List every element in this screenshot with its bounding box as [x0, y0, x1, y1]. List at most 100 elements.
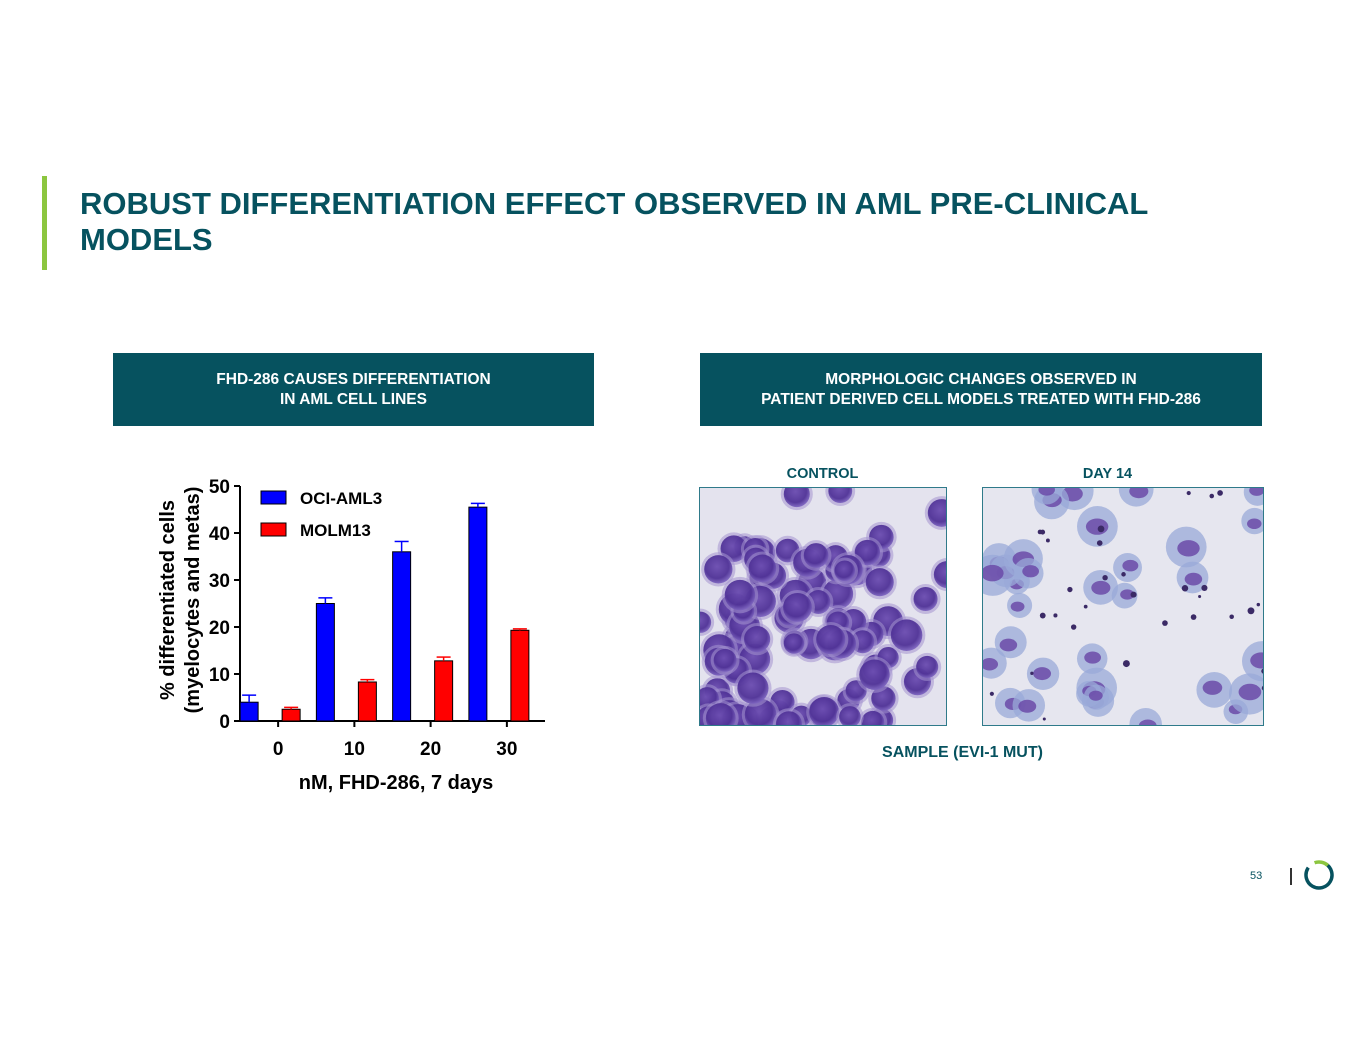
- bar-oci-aml3: [239, 701, 259, 722]
- cell-nucleus: [748, 554, 777, 583]
- legend-label-oci-aml3: OCI-AML3: [300, 489, 382, 508]
- chart-plot-area: 0 10 20 30 40 50 0 10 20 30 OCI-AML3 MOLM13 nM, FHD-…: [157, 477, 545, 794]
- cell-nucleus: [700, 611, 712, 633]
- debris-dot: [1053, 613, 1058, 618]
- cell-nucleus: [1120, 589, 1135, 600]
- debris-dot: [1067, 586, 1073, 593]
- cell-cytoplasm: [1129, 708, 1162, 725]
- cell-nucleus: [839, 706, 861, 725]
- debris-dot: [1030, 671, 1034, 675]
- debris-dot: [1181, 584, 1189, 592]
- debris-dot: [1070, 624, 1077, 630]
- cell-nucleus: [1088, 690, 1103, 701]
- bar-oci-aml3: [392, 551, 412, 722]
- debris-dot: [1247, 607, 1255, 615]
- cell-nucleus: [927, 499, 946, 527]
- y-axis-label-line2: (myelocytes and metas): [182, 487, 204, 714]
- right-panel-header-line2: PATIENT DERIVED CELL MODELS TREATED WITH…: [761, 390, 1201, 408]
- cell-nucleus: [1084, 651, 1102, 664]
- debris-dot: [1229, 614, 1234, 620]
- x-tick-label: 10: [344, 739, 365, 760]
- debris-dot: [1261, 668, 1263, 674]
- cell-nucleus: [890, 619, 923, 651]
- debris-dot: [1102, 574, 1108, 581]
- differentiation-bar-chart: 0 10 20 30 40 50 0 10 20 30 OCI-AML3 MOLM13 nM, FHD-…: [157, 477, 545, 794]
- bar-oci-aml3: [468, 506, 488, 722]
- x-tick-label: 0: [273, 739, 284, 760]
- y-tick-label: 10: [209, 665, 230, 686]
- legend-swatch-molm13: [260, 522, 287, 537]
- left-panel-header: FHD-286 CAUSES DIFFERENTIATION IN AML CE…: [113, 353, 594, 426]
- debris-dot: [1209, 493, 1215, 499]
- bar-molm13: [434, 660, 454, 722]
- cell-nucleus: [713, 648, 737, 672]
- cell-nucleus: [816, 624, 846, 655]
- day14-micrograph-image: [983, 488, 1263, 725]
- cell-nucleus: [1247, 518, 1262, 529]
- debris-dot: [1256, 602, 1261, 607]
- cell-nucleus: [737, 672, 769, 704]
- control-micrograph-image: [700, 488, 946, 725]
- y-tick-label: 50: [209, 477, 230, 498]
- debris-dot: [1122, 660, 1130, 668]
- y-tick-label: 20: [209, 618, 230, 639]
- cell-nucleus: [1202, 680, 1223, 695]
- cell-nucleus: [744, 626, 771, 653]
- cell-nucleus: [861, 710, 885, 725]
- y-tick-label: 30: [209, 571, 230, 592]
- debris-dot: [1201, 584, 1208, 591]
- cell-nucleus: [1122, 559, 1139, 572]
- cell-nucleus: [859, 659, 890, 690]
- debris-dot: [1039, 612, 1046, 619]
- bar-oci-aml3: [315, 603, 335, 722]
- debris-dot: [1096, 540, 1103, 546]
- cell-nucleus: [834, 560, 855, 582]
- cell-nucleus: [1033, 667, 1052, 681]
- debris-dot: [1130, 591, 1137, 598]
- cell-nucleus: [705, 703, 736, 725]
- debris-dot: [1190, 614, 1197, 620]
- cell-nucleus: [724, 579, 756, 611]
- cell-nucleus: [783, 592, 812, 622]
- debris-dot: [1121, 572, 1126, 577]
- sample-label: SAMPLE (EVI-1 MUT): [882, 744, 1043, 761]
- y-tick-label: 40: [209, 524, 230, 545]
- cell-nucleus: [803, 543, 829, 568]
- cell-nucleus: [1250, 652, 1263, 669]
- x-tick-label: 20: [420, 739, 441, 760]
- x-tick-label: 30: [496, 739, 517, 760]
- debris-dot: [1097, 525, 1105, 533]
- debris-dot: [1083, 604, 1088, 609]
- legend-swatch-oci-aml3: [260, 490, 287, 505]
- debris-dot: [1217, 490, 1223, 496]
- cell-nucleus: [1129, 488, 1149, 499]
- y-axis-label-line1: % differentiated cells: [157, 500, 179, 700]
- debris-dot: [1186, 491, 1191, 496]
- cell-nucleus: [1022, 565, 1039, 578]
- cell-nucleus: [999, 638, 1018, 652]
- cell-nucleus: [983, 564, 1004, 582]
- footer-divider: [1290, 868, 1292, 885]
- cell-nucleus: [1249, 488, 1263, 496]
- cell-nucleus: [783, 488, 810, 508]
- control-image-label: CONTROL: [786, 466, 859, 482]
- cell-nucleus: [913, 586, 938, 612]
- bar-molm13: [357, 681, 377, 722]
- day14-micrograph: [982, 487, 1264, 726]
- cell-nucleus: [916, 655, 939, 679]
- cell-nucleus: [1184, 572, 1203, 586]
- debris-dot: [1045, 538, 1050, 543]
- page-number: 53: [1250, 870, 1263, 882]
- cell-nucleus: [865, 568, 894, 597]
- debris-dot: [989, 691, 994, 696]
- cell-nucleus: [775, 711, 803, 725]
- slide-title: ROBUST DIFFERENTIATION EFFECT OBSERVED I…: [80, 186, 1148, 257]
- debris-dot: [1198, 595, 1202, 599]
- cell-nucleus: [1038, 488, 1055, 496]
- y-tick-label: 0: [219, 712, 230, 733]
- left-panel-header-line1: FHD-286 CAUSES DIFFERENTIATION: [216, 370, 491, 388]
- debris-dot: [1261, 685, 1263, 691]
- cell-nucleus: [1238, 683, 1262, 701]
- debris-dot: [1042, 717, 1046, 721]
- title-accent-bar: [42, 176, 47, 270]
